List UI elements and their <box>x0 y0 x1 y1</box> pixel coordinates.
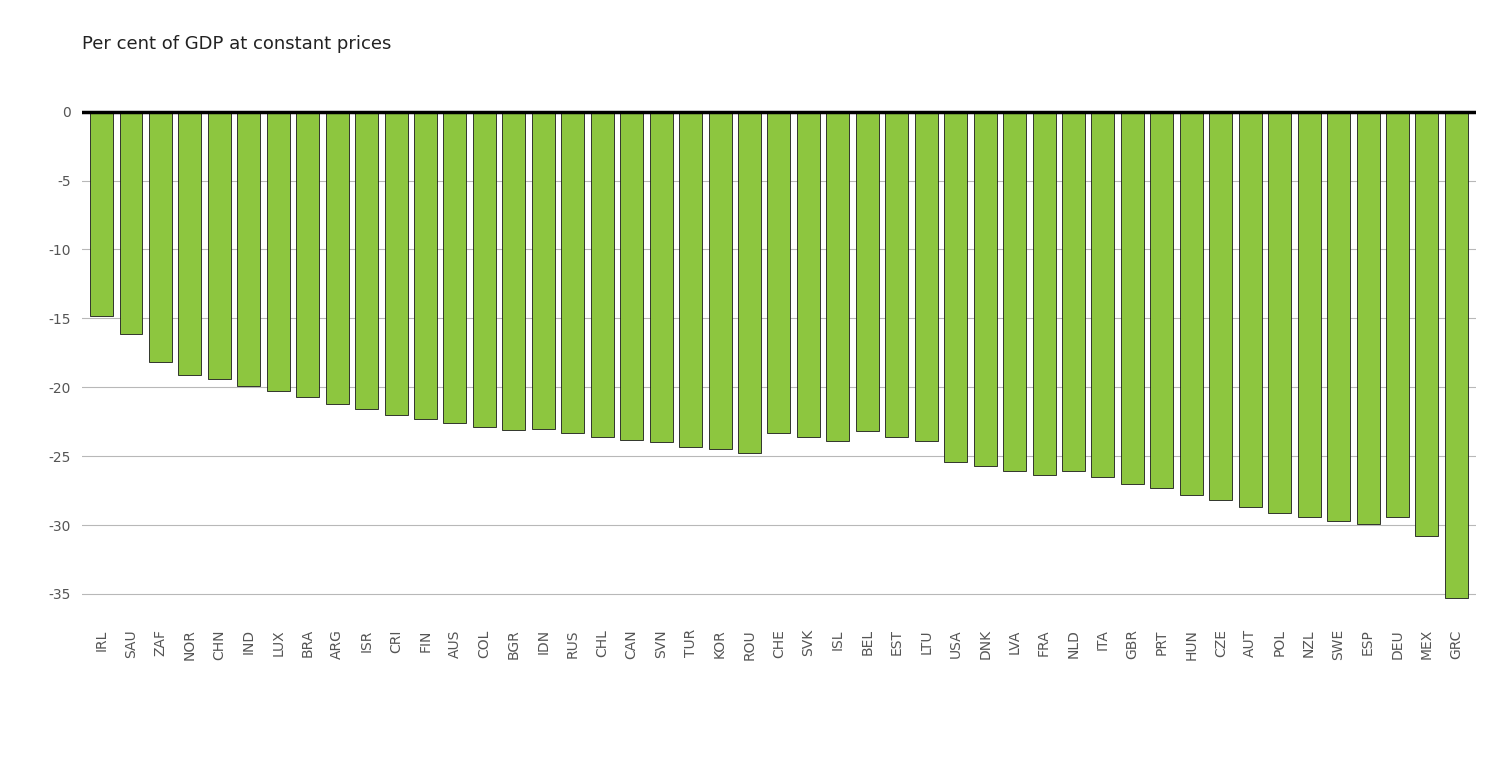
Bar <box>473 111 496 428</box>
Bar <box>650 111 673 443</box>
Bar <box>944 111 968 462</box>
Bar <box>120 111 142 334</box>
Bar <box>178 111 201 375</box>
Bar <box>974 111 996 466</box>
Bar <box>208 111 231 379</box>
Bar <box>915 111 938 441</box>
Bar <box>413 111 437 419</box>
Bar <box>148 111 172 362</box>
Bar <box>1269 111 1291 512</box>
Bar <box>1239 111 1261 507</box>
Bar <box>767 111 791 433</box>
Bar <box>297 111 319 397</box>
Bar <box>1386 111 1410 517</box>
Bar <box>1357 111 1380 524</box>
Bar <box>1297 111 1321 517</box>
Bar <box>1327 111 1350 521</box>
Bar <box>590 111 614 437</box>
Bar <box>620 111 643 440</box>
Bar <box>1209 111 1233 500</box>
Bar <box>502 111 526 430</box>
Bar <box>1032 111 1056 475</box>
Bar <box>385 111 407 415</box>
Bar <box>1180 111 1203 495</box>
Bar <box>855 111 879 431</box>
Bar <box>90 111 112 315</box>
Bar <box>797 111 819 437</box>
Bar <box>1062 111 1085 471</box>
Bar <box>325 111 349 404</box>
Bar <box>679 111 703 446</box>
Bar <box>827 111 849 441</box>
Bar <box>562 111 584 433</box>
Bar <box>1446 111 1468 598</box>
Bar <box>443 111 466 423</box>
Bar <box>532 111 554 428</box>
Bar <box>885 111 908 437</box>
Bar <box>709 111 731 449</box>
Bar <box>1004 111 1026 471</box>
Bar <box>267 111 289 391</box>
Bar <box>1150 111 1173 488</box>
Bar <box>1416 111 1438 536</box>
Bar <box>1092 111 1115 477</box>
Text: Per cent of GDP at constant prices: Per cent of GDP at constant prices <box>82 35 392 53</box>
Bar <box>355 111 377 409</box>
Bar <box>237 111 261 386</box>
Bar <box>739 111 761 453</box>
Bar <box>1121 111 1144 484</box>
